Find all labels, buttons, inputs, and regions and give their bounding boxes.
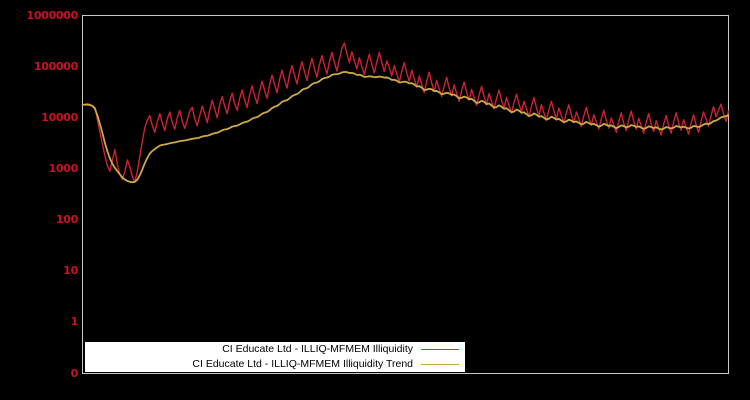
plot-frame <box>82 15 729 374</box>
y-axis-tick-0: 0 <box>70 366 79 380</box>
legend-entry-illiquidity-trend: CI Educate Ltd - ILLIQ-MFMEM Illiquidity… <box>85 357 465 372</box>
y-axis-tick-100000: 100000 <box>33 59 78 73</box>
legend-label-illiquidity-trend: CI Educate Ltd - ILLIQ-MFMEM Illiquidity… <box>192 358 413 370</box>
chart-legend: CI Educate Ltd - ILLIQ-MFMEM Illiquidity… <box>85 342 465 372</box>
y-axis-tick-1000: 1000 <box>48 161 79 175</box>
legend-swatch-illiquidity-trend <box>421 364 459 365</box>
series-line-illiquidity-trend <box>81 70 730 184</box>
legend-swatch-illiquidity <box>421 349 459 350</box>
y-axis-tick-10: 10 <box>63 264 78 278</box>
legend-entry-illiquidity: CI Educate Ltd - ILLIQ-MFMEM Illiquidity <box>85 342 465 357</box>
legend-label-illiquidity: CI Educate Ltd - ILLIQ-MFMEM Illiquidity <box>222 343 413 355</box>
y-axis-tick-labels: 1000000 100000 10000 1000 100 10 1 0 <box>0 0 79 400</box>
y-axis-tick-100: 100 <box>55 213 78 227</box>
y-axis-tick-1000000: 1000000 <box>26 8 79 22</box>
series-line-illiquidity <box>81 42 730 183</box>
y-axis-tick-1: 1 <box>70 315 79 329</box>
series-layer <box>81 42 730 184</box>
y-axis-tick-10000: 10000 <box>41 110 78 124</box>
